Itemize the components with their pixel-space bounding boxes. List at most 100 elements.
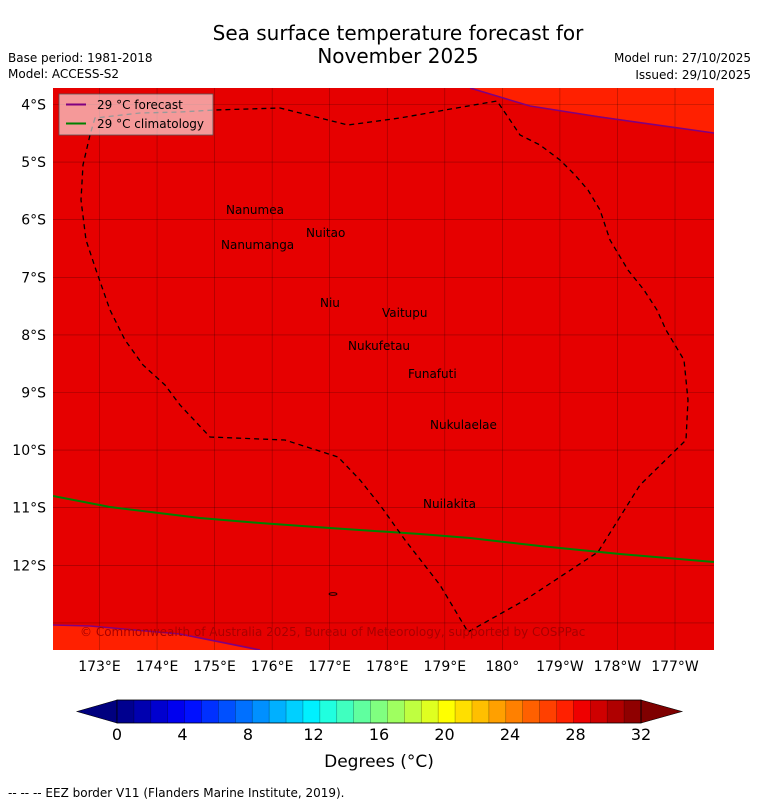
title-line-1: Sea surface temperature forecast for bbox=[212, 21, 584, 45]
colorbar-segment bbox=[455, 700, 473, 723]
lon-tick-label: 177°W bbox=[651, 659, 699, 675]
colorbar-segment bbox=[404, 700, 422, 723]
lon-tick-label: 179°W bbox=[536, 659, 584, 675]
page-title: Sea surface temperature forecast for Nov… bbox=[0, 22, 758, 68]
lat-tick-label: 10°S bbox=[12, 443, 46, 459]
forecast-29c-contour-sw bbox=[53, 624, 261, 650]
colorbar-under-arrow bbox=[75, 699, 118, 724]
place-label-niu: Niu bbox=[320, 296, 340, 310]
colorbar-segment bbox=[184, 700, 203, 723]
base-period: Base period: 1981-2018 bbox=[8, 51, 153, 65]
colorbar-segment bbox=[590, 700, 608, 723]
latitude-axis: 4°S 5°S 6°S 7°S 8°S 9°S 10°S 11°S 12°S bbox=[12, 98, 46, 575]
colorbar-segment bbox=[336, 700, 355, 723]
lon-tick-label: 178°E bbox=[366, 659, 409, 675]
place-label-nuilakita: Nuilakita bbox=[423, 497, 476, 511]
lon-tick-label: 180° bbox=[485, 659, 519, 675]
colorbar-segment bbox=[150, 700, 169, 723]
place-labels: Nanumea Nuitao Nanumanga Niu Vaitupu Nuk… bbox=[221, 203, 497, 511]
island-outline bbox=[328, 592, 338, 596]
title-line-2: November 2025 bbox=[317, 44, 479, 68]
lat-tick-label: 6°S bbox=[21, 213, 46, 229]
colorbar-tick-label: 32 bbox=[631, 725, 651, 744]
map-plot-area: © Commonwealth of Australia 2025, Bureau… bbox=[53, 88, 714, 650]
colorbar-segment bbox=[235, 700, 253, 723]
model-name: Model: ACCESS-S2 bbox=[8, 67, 120, 81]
forecast-29c-contour-ne bbox=[469, 88, 714, 134]
lon-tick-label: 178°W bbox=[594, 659, 642, 675]
lat-tick-label: 8°S bbox=[21, 328, 46, 344]
lat-tick-label: 12°S bbox=[12, 558, 46, 574]
colorbar-segment bbox=[319, 700, 338, 723]
colorbar-segment bbox=[624, 700, 642, 723]
eez-source-note: -- -- -- EEZ border V11 (Flanders Marine… bbox=[8, 786, 345, 800]
colorbar-tick-label: 20 bbox=[434, 725, 454, 744]
eez-border bbox=[80, 100, 689, 633]
colorbar-segment bbox=[201, 700, 219, 723]
colorbar-over-arrow bbox=[640, 699, 684, 724]
colorbar-segment bbox=[133, 700, 152, 723]
place-label-funafuti: Funafuti bbox=[408, 367, 457, 381]
sst-field bbox=[53, 88, 714, 650]
colorbar-segment bbox=[269, 700, 287, 723]
lat-tick-label: 7°S bbox=[21, 270, 46, 286]
copyright-notice: © Commonwealth of Australia 2025, Bureau… bbox=[80, 625, 585, 639]
lon-tick-label: 173°E bbox=[78, 659, 121, 675]
colorbar-segment bbox=[353, 700, 372, 723]
colorbar-ticks: 0 4 8 12 16 20 24 28 32 bbox=[112, 725, 651, 744]
colorbar-tick-label: 0 bbox=[112, 725, 122, 744]
colorbar-segment bbox=[607, 700, 625, 723]
climatology-29c-contour bbox=[53, 495, 714, 563]
model-run-date: Model run: 27/10/2025 bbox=[613, 51, 751, 65]
place-label-nukulaelae: Nukulaelae bbox=[430, 418, 497, 432]
lat-tick-label: 5°S bbox=[21, 155, 46, 171]
colorbar-tick-label: 12 bbox=[303, 725, 323, 744]
colorbar-segment bbox=[522, 700, 541, 723]
colorbar-segment bbox=[488, 700, 507, 723]
colorbar bbox=[75, 699, 684, 724]
colorbar-segment bbox=[556, 700, 574, 723]
legend-box bbox=[58, 93, 214, 136]
map-gridlines bbox=[53, 88, 714, 650]
colorbar-segment bbox=[252, 700, 270, 723]
colorbar-segment bbox=[539, 700, 557, 723]
place-label-nanumea: Nanumea bbox=[226, 203, 284, 217]
colorbar-segment bbox=[421, 700, 439, 723]
colorbar-segment bbox=[218, 700, 236, 723]
lat-tick-label: 11°S bbox=[12, 501, 46, 517]
colorbar-segment bbox=[167, 700, 186, 723]
lat-tick-label: 4°S bbox=[21, 98, 46, 114]
colorbar-segment bbox=[286, 700, 304, 723]
lon-tick-label: 176°E bbox=[251, 659, 294, 675]
colorbar-segment bbox=[387, 700, 405, 723]
lon-tick-label: 175°E bbox=[193, 659, 236, 675]
place-label-vaitupu: Vaitupu bbox=[382, 306, 428, 320]
colorbar-segment bbox=[471, 700, 490, 723]
lon-tick-label: 177°E bbox=[308, 659, 351, 675]
lon-tick-label: 174°E bbox=[136, 659, 179, 675]
colorbar-tick-label: 8 bbox=[243, 725, 253, 744]
colorbar-segment bbox=[302, 700, 321, 723]
colorbar-tick-label: 24 bbox=[500, 725, 520, 744]
legend: 29 °C forecast 29 °C climatology bbox=[58, 93, 214, 136]
lon-tick-label: 179°E bbox=[424, 659, 467, 675]
lat-tick-label: 9°S bbox=[21, 386, 46, 402]
colorbar-label: Degrees (°C) bbox=[324, 752, 434, 772]
colorbar-tick-label: 16 bbox=[369, 725, 389, 744]
place-label-nanumanga: Nanumanga bbox=[221, 238, 294, 252]
sst-warm-region-sw bbox=[53, 625, 260, 650]
colorbar-segment bbox=[505, 700, 524, 723]
colorbar-segment bbox=[573, 700, 591, 723]
sst-warm-region-ne bbox=[470, 88, 714, 133]
issued-date: Issued: 29/10/2025 bbox=[635, 68, 751, 82]
legend-climatology-label: 29 °C climatology bbox=[97, 117, 204, 131]
longitude-axis: 173°E 174°E 175°E 176°E 177°E 178°E 179°E 180° 1… bbox=[78, 659, 699, 675]
colorbar-tick-label: 4 bbox=[177, 725, 187, 744]
colorbar-tick-label: 28 bbox=[565, 725, 585, 744]
place-label-nukufetau: Nukufetau bbox=[348, 339, 410, 353]
colorbar-segment bbox=[117, 700, 135, 723]
legend-forecast-label: 29 °C forecast bbox=[97, 98, 183, 112]
colorbar-segment bbox=[370, 700, 388, 723]
colorbar-segment bbox=[438, 700, 456, 723]
